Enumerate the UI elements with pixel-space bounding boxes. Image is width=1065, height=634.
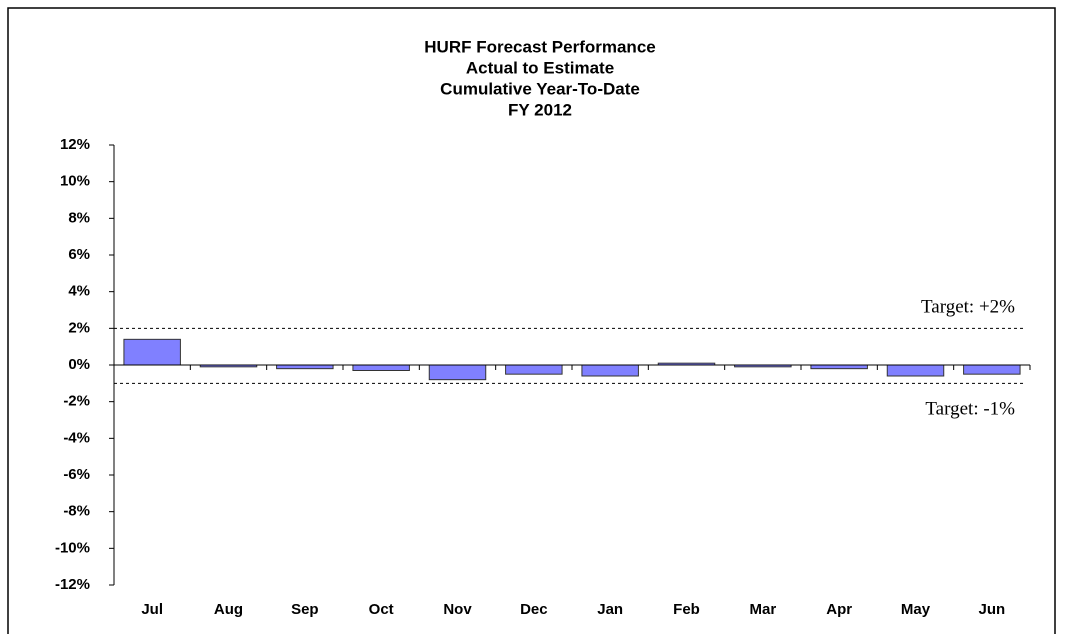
y-tick-label: -10%	[55, 539, 90, 556]
bar	[963, 364, 1021, 375]
bar	[810, 364, 868, 370]
y-tick-label: -12%	[55, 576, 90, 593]
y-tick-label: 6%	[68, 246, 90, 263]
bar	[886, 364, 945, 377]
x-tick-label: Oct	[369, 601, 394, 618]
y-tick-label: 10%	[60, 173, 90, 190]
x-tick-label: Mar	[749, 601, 776, 618]
y-tick-label: 12%	[60, 136, 90, 153]
y-tick-label: 8%	[68, 209, 90, 226]
y-tick-label: 4%	[68, 283, 90, 300]
y-tick-label: 0%	[68, 356, 90, 373]
x-tick-label: Jun	[978, 601, 1005, 618]
x-tick-label: Aug	[214, 601, 243, 618]
bar	[428, 364, 487, 381]
y-tick-label: -6%	[63, 466, 90, 483]
x-tick-label: Feb	[673, 601, 700, 618]
bar	[505, 364, 563, 375]
y-tick-label: -4%	[63, 429, 90, 446]
target-label: Target: -1%	[925, 399, 1015, 420]
chart-title: HURF Forecast Performance	[424, 37, 655, 56]
chart-title: FY 2012	[508, 100, 572, 119]
y-tick-label: -2%	[63, 393, 90, 410]
target-label: Target: +2%	[921, 297, 1015, 318]
x-tick-label: Jul	[141, 601, 163, 618]
x-tick-label: Sep	[291, 601, 319, 618]
bar	[123, 338, 181, 366]
y-tick-label: 2%	[68, 319, 90, 336]
x-tick-label: Nov	[443, 601, 472, 618]
y-tick-label: -8%	[63, 503, 90, 520]
x-tick-label: May	[901, 601, 931, 618]
x-tick-label: Apr	[826, 601, 852, 618]
bar	[581, 364, 639, 377]
chart-title: Cumulative Year-To-Date	[440, 79, 640, 98]
chart-title: Actual to Estimate	[466, 58, 614, 77]
x-tick-label: Dec	[520, 601, 548, 618]
bar	[276, 364, 334, 370]
x-tick-label: Jan	[597, 601, 623, 618]
chart-border	[7, 7, 1056, 634]
bar	[352, 364, 410, 371]
